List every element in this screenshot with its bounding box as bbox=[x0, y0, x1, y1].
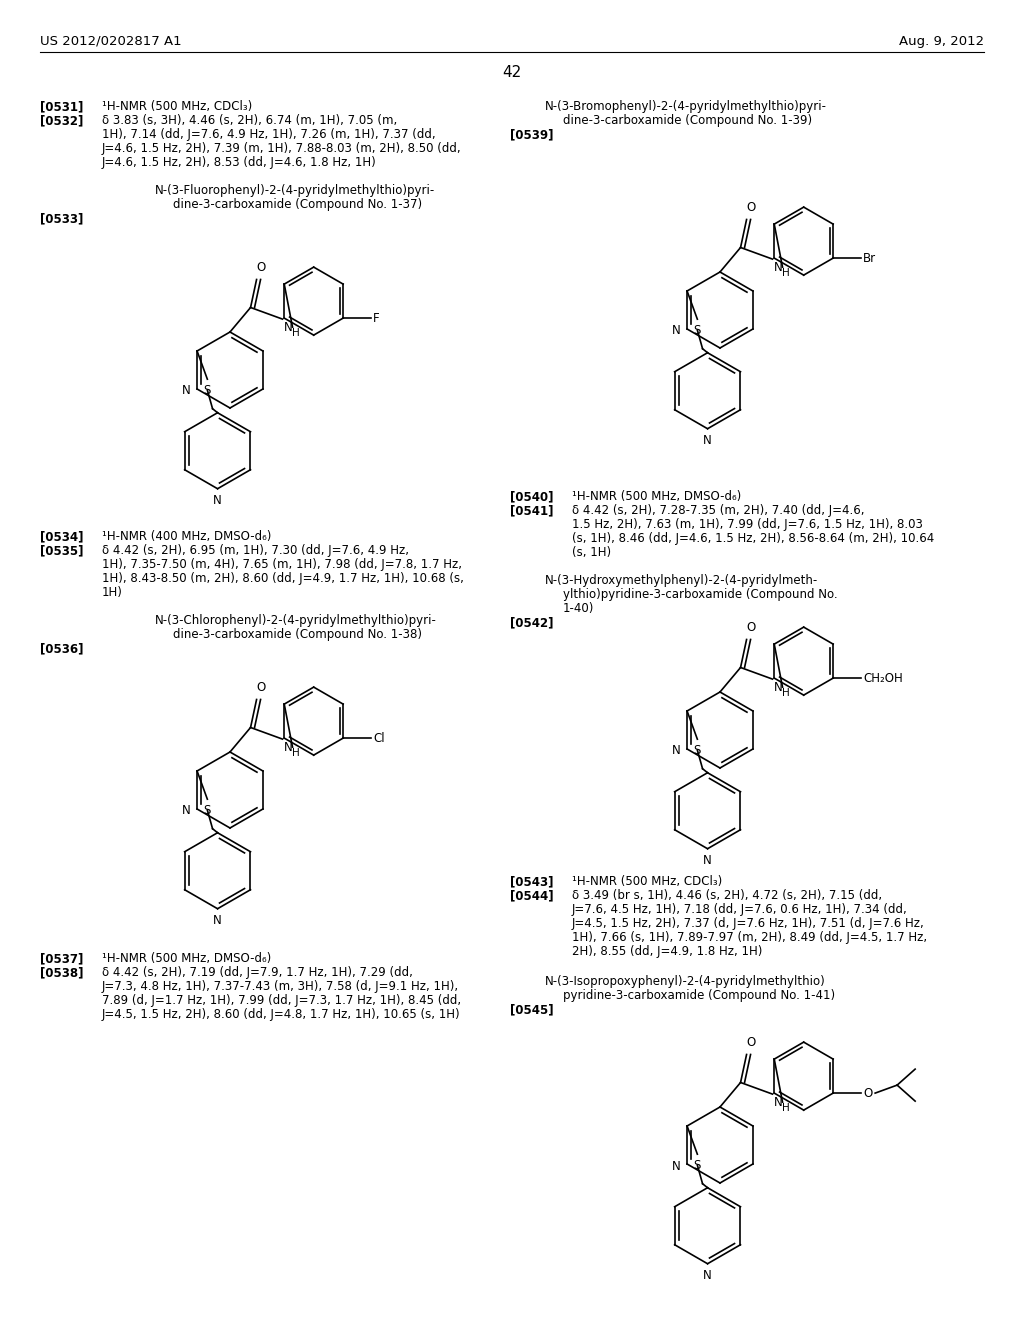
Text: [0545]: [0545] bbox=[510, 1003, 554, 1016]
Text: S: S bbox=[204, 804, 211, 817]
Text: 7.89 (d, J=1.7 Hz, 1H), 7.99 (dd, J=7.3, 1.7 Hz, 1H), 8.45 (dd,: 7.89 (d, J=1.7 Hz, 1H), 7.99 (dd, J=7.3,… bbox=[102, 994, 461, 1007]
Text: N: N bbox=[213, 913, 222, 927]
Text: ¹H-NMR (500 MHz, CDCl₃): ¹H-NMR (500 MHz, CDCl₃) bbox=[102, 100, 252, 114]
Text: H: H bbox=[292, 748, 299, 758]
Text: N: N bbox=[673, 744, 681, 758]
Text: [0532]: [0532] bbox=[40, 114, 83, 127]
Text: 1.5 Hz, 2H), 7.63 (m, 1H), 7.99 (dd, J=7.6, 1.5 Hz, 1H), 8.03: 1.5 Hz, 2H), 7.63 (m, 1H), 7.99 (dd, J=7… bbox=[572, 517, 923, 531]
Text: N: N bbox=[703, 434, 712, 446]
Text: N: N bbox=[673, 325, 681, 338]
Text: Aug. 9, 2012: Aug. 9, 2012 bbox=[899, 36, 984, 48]
Text: [0540]: [0540] bbox=[510, 490, 554, 503]
Text: ¹H-NMR (500 MHz, CDCl₃): ¹H-NMR (500 MHz, CDCl₃) bbox=[572, 875, 722, 888]
Text: [0535]: [0535] bbox=[40, 544, 84, 557]
Text: ylthio)pyridine-3-carboxamide (Compound No.: ylthio)pyridine-3-carboxamide (Compound … bbox=[563, 587, 838, 601]
Text: O: O bbox=[745, 622, 755, 635]
Text: J=4.6, 1.5 Hz, 2H), 7.39 (m, 1H), 7.88-8.03 (m, 2H), 8.50 (dd,: J=4.6, 1.5 Hz, 2H), 7.39 (m, 1H), 7.88-8… bbox=[102, 143, 462, 154]
Text: 1H), 7.14 (dd, J=7.6, 4.9 Hz, 1H), 7.26 (m, 1H), 7.37 (dd,: 1H), 7.14 (dd, J=7.6, 4.9 Hz, 1H), 7.26 … bbox=[102, 128, 435, 141]
Text: [0533]: [0533] bbox=[40, 213, 83, 224]
Text: N: N bbox=[213, 494, 222, 507]
Text: J=4.5, 1.5 Hz, 2H), 8.60 (dd, J=4.8, 1.7 Hz, 1H), 10.65 (s, 1H): J=4.5, 1.5 Hz, 2H), 8.60 (dd, J=4.8, 1.7… bbox=[102, 1008, 461, 1020]
Text: [0536]: [0536] bbox=[40, 642, 84, 655]
Text: N: N bbox=[703, 854, 712, 867]
Text: [0534]: [0534] bbox=[40, 531, 84, 543]
Text: J=4.5, 1.5 Hz, 2H), 7.37 (d, J=7.6 Hz, 1H), 7.51 (d, J=7.6 Hz,: J=4.5, 1.5 Hz, 2H), 7.37 (d, J=7.6 Hz, 1… bbox=[572, 917, 925, 931]
Text: O: O bbox=[745, 1036, 755, 1049]
Text: δ 4.42 (s, 2H), 7.28-7.35 (m, 2H), 7.40 (dd, J=4.6,: δ 4.42 (s, 2H), 7.28-7.35 (m, 2H), 7.40 … bbox=[572, 504, 864, 517]
Text: 1H): 1H) bbox=[102, 586, 123, 599]
Text: [0541]: [0541] bbox=[510, 504, 554, 517]
Text: ¹H-NMR (500 MHz, DMSO-d₆): ¹H-NMR (500 MHz, DMSO-d₆) bbox=[102, 952, 271, 965]
Text: F: F bbox=[373, 312, 380, 325]
Text: J=4.6, 1.5 Hz, 2H), 8.53 (dd, J=4.6, 1.8 Hz, 1H): J=4.6, 1.5 Hz, 2H), 8.53 (dd, J=4.6, 1.8… bbox=[102, 156, 377, 169]
Text: N-(3-Fluorophenyl)-2-(4-pyridylmethylthio)pyri-: N-(3-Fluorophenyl)-2-(4-pyridylmethylthi… bbox=[155, 183, 435, 197]
Text: N: N bbox=[284, 741, 292, 754]
Text: S: S bbox=[204, 384, 211, 397]
Text: [0544]: [0544] bbox=[510, 888, 554, 902]
Text: δ 4.42 (s, 2H), 7.19 (dd, J=7.9, 1.7 Hz, 1H), 7.29 (dd,: δ 4.42 (s, 2H), 7.19 (dd, J=7.9, 1.7 Hz,… bbox=[102, 966, 413, 979]
Text: S: S bbox=[693, 325, 701, 337]
Text: H: H bbox=[781, 688, 790, 698]
Text: O: O bbox=[256, 681, 265, 694]
Text: N-(3-Hydroxymethylphenyl)-2-(4-pyridylmeth-: N-(3-Hydroxymethylphenyl)-2-(4-pyridylme… bbox=[545, 574, 818, 587]
Text: N: N bbox=[673, 1159, 681, 1172]
Text: S: S bbox=[693, 744, 701, 758]
Text: [0539]: [0539] bbox=[510, 128, 554, 141]
Text: H: H bbox=[781, 268, 790, 279]
Text: N: N bbox=[182, 804, 191, 817]
Text: (s, 1H), 8.46 (dd, J=4.6, 1.5 Hz, 2H), 8.56-8.64 (m, 2H), 10.64: (s, 1H), 8.46 (dd, J=4.6, 1.5 Hz, 2H), 8… bbox=[572, 532, 934, 545]
Text: J=7.3, 4.8 Hz, 1H), 7.37-7.43 (m, 3H), 7.58 (d, J=9.1 Hz, 1H),: J=7.3, 4.8 Hz, 1H), 7.37-7.43 (m, 3H), 7… bbox=[102, 979, 459, 993]
Text: N-(3-Isopropoxyphenyl)-2-(4-pyridylmethylthio): N-(3-Isopropoxyphenyl)-2-(4-pyridylmethy… bbox=[545, 975, 825, 987]
Text: [0543]: [0543] bbox=[510, 875, 554, 888]
Text: [0542]: [0542] bbox=[510, 616, 554, 630]
Text: 1H), 7.35-7.50 (m, 4H), 7.65 (m, 1H), 7.98 (dd, J=7.8, 1.7 Hz,: 1H), 7.35-7.50 (m, 4H), 7.65 (m, 1H), 7.… bbox=[102, 558, 462, 572]
Text: Br: Br bbox=[863, 252, 877, 264]
Text: 1H), 8.43-8.50 (m, 2H), 8.60 (dd, J=4.9, 1.7 Hz, 1H), 10.68 (s,: 1H), 8.43-8.50 (m, 2H), 8.60 (dd, J=4.9,… bbox=[102, 572, 464, 585]
Text: pyridine-3-carboxamide (Compound No. 1-41): pyridine-3-carboxamide (Compound No. 1-4… bbox=[563, 989, 836, 1002]
Text: J=7.6, 4.5 Hz, 1H), 7.18 (dd, J=7.6, 0.6 Hz, 1H), 7.34 (dd,: J=7.6, 4.5 Hz, 1H), 7.18 (dd, J=7.6, 0.6… bbox=[572, 903, 907, 916]
Text: S: S bbox=[693, 1159, 701, 1172]
Text: ¹H-NMR (400 MHz, DMSO-d₆): ¹H-NMR (400 MHz, DMSO-d₆) bbox=[102, 531, 271, 543]
Text: δ 4.42 (s, 2H), 6.95 (m, 1H), 7.30 (dd, J=7.6, 4.9 Hz,: δ 4.42 (s, 2H), 6.95 (m, 1H), 7.30 (dd, … bbox=[102, 544, 409, 557]
Text: N: N bbox=[703, 1269, 712, 1282]
Text: 1-40): 1-40) bbox=[563, 602, 594, 615]
Text: dine-3-carboxamide (Compound No. 1-38): dine-3-carboxamide (Compound No. 1-38) bbox=[173, 628, 422, 642]
Text: N: N bbox=[773, 261, 782, 275]
Text: 1H), 7.66 (s, 1H), 7.89-7.97 (m, 2H), 8.49 (dd, J=4.5, 1.7 Hz,: 1H), 7.66 (s, 1H), 7.89-7.97 (m, 2H), 8.… bbox=[572, 931, 927, 944]
Text: N: N bbox=[284, 321, 292, 334]
Text: δ 3.83 (s, 3H), 4.46 (s, 2H), 6.74 (m, 1H), 7.05 (m,: δ 3.83 (s, 3H), 4.46 (s, 2H), 6.74 (m, 1… bbox=[102, 114, 397, 127]
Text: (s, 1H): (s, 1H) bbox=[572, 546, 611, 558]
Text: [0531]: [0531] bbox=[40, 100, 83, 114]
Text: O: O bbox=[745, 202, 755, 214]
Text: δ 3.49 (br s, 1H), 4.46 (s, 2H), 4.72 (s, 2H), 7.15 (dd,: δ 3.49 (br s, 1H), 4.46 (s, 2H), 4.72 (s… bbox=[572, 888, 882, 902]
Text: [0537]: [0537] bbox=[40, 952, 83, 965]
Text: N-(3-Bromophenyl)-2-(4-pyridylmethylthio)pyri-: N-(3-Bromophenyl)-2-(4-pyridylmethylthio… bbox=[545, 100, 827, 114]
Text: 42: 42 bbox=[503, 65, 521, 81]
Text: H: H bbox=[292, 329, 299, 338]
Text: N: N bbox=[773, 681, 782, 694]
Text: 2H), 8.55 (dd, J=4.9, 1.8 Hz, 1H): 2H), 8.55 (dd, J=4.9, 1.8 Hz, 1H) bbox=[572, 945, 763, 958]
Text: Cl: Cl bbox=[373, 731, 385, 744]
Text: dine-3-carboxamide (Compound No. 1-39): dine-3-carboxamide (Compound No. 1-39) bbox=[563, 114, 812, 127]
Text: O: O bbox=[863, 1086, 872, 1100]
Text: N-(3-Chlorophenyl)-2-(4-pyridylmethylthio)pyri-: N-(3-Chlorophenyl)-2-(4-pyridylmethylthi… bbox=[155, 614, 437, 627]
Text: CH₂OH: CH₂OH bbox=[863, 672, 903, 685]
Text: dine-3-carboxamide (Compound No. 1-37): dine-3-carboxamide (Compound No. 1-37) bbox=[173, 198, 422, 211]
Text: [0538]: [0538] bbox=[40, 966, 84, 979]
Text: N: N bbox=[182, 384, 191, 397]
Text: N: N bbox=[773, 1096, 782, 1109]
Text: H: H bbox=[781, 1104, 790, 1113]
Text: ¹H-NMR (500 MHz, DMSO-d₆): ¹H-NMR (500 MHz, DMSO-d₆) bbox=[572, 490, 741, 503]
Text: US 2012/0202817 A1: US 2012/0202817 A1 bbox=[40, 36, 181, 48]
Text: O: O bbox=[256, 261, 265, 275]
